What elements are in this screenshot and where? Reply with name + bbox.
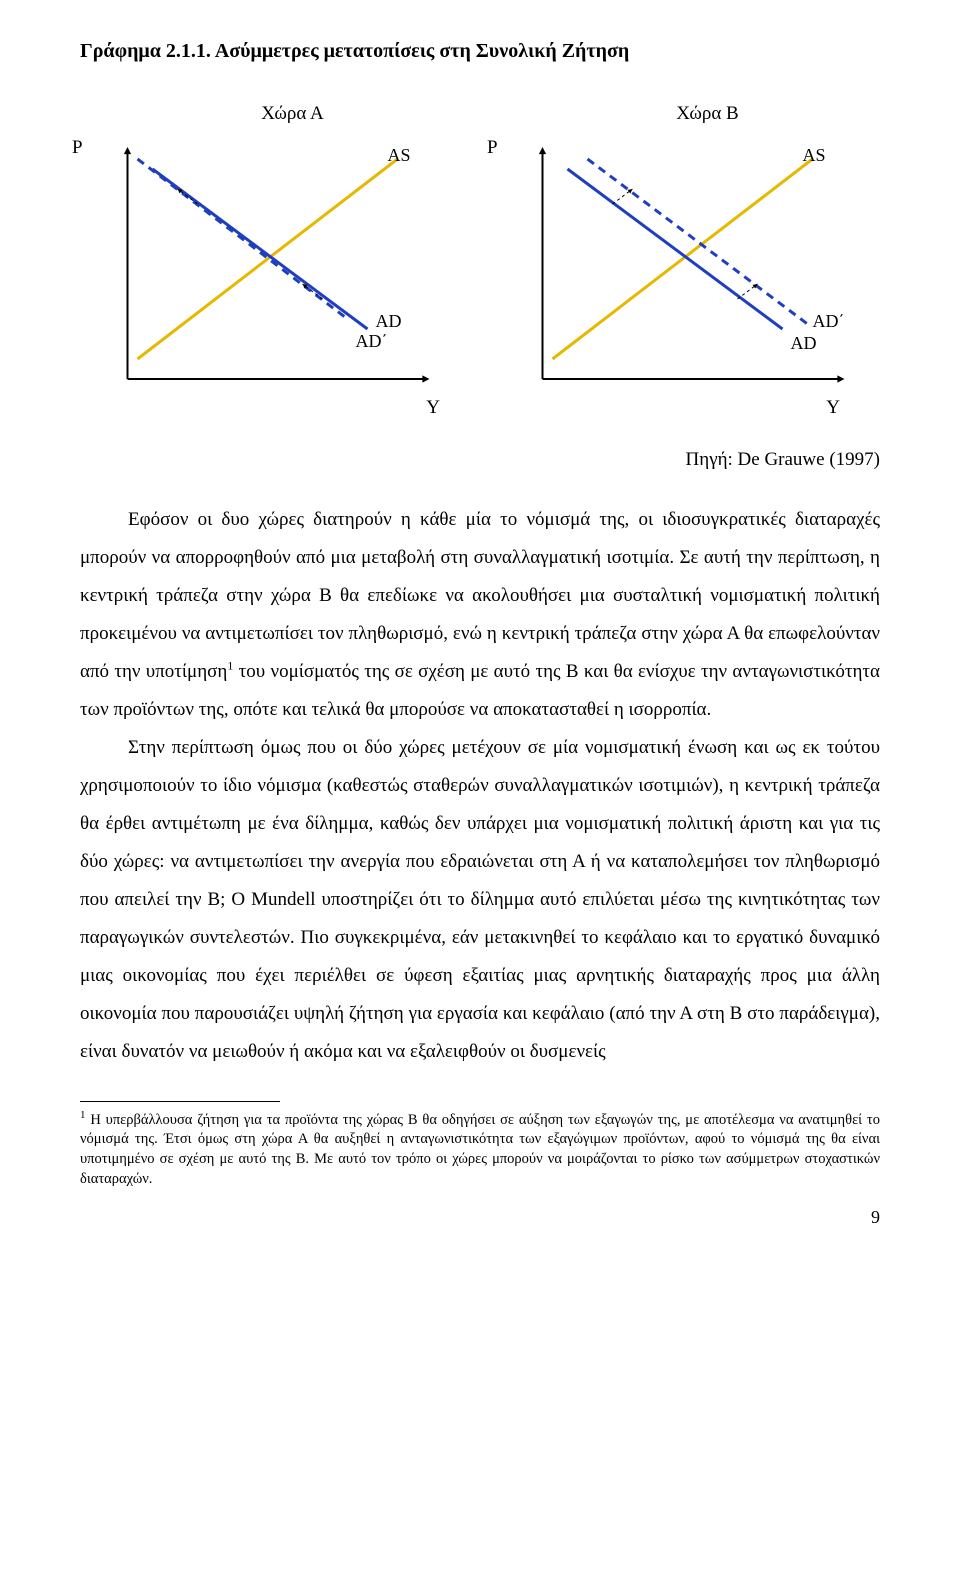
y-label-row: Y Y bbox=[80, 397, 880, 419]
source-line: Πηγή: De Grauwe (1997) bbox=[80, 449, 880, 471]
chart-a-y-label: Y bbox=[80, 397, 480, 419]
body-text: Εφόσον οι δυο χώρες διατηρούν η κάθε μία… bbox=[80, 501, 880, 1071]
chart-a-area: P ASADAD΄ bbox=[80, 129, 465, 389]
chart-b-block: Χώρα Β P ASADAD΄ bbox=[495, 103, 880, 389]
chart-a-p-label: P bbox=[72, 137, 83, 159]
footnote-1: 1 Η υπερβάλλουσα ζήτηση για τα προϊόντα … bbox=[80, 1108, 880, 1189]
chart-b-area: P ASADAD΄ bbox=[495, 129, 880, 389]
svg-text:AD΄: AD΄ bbox=[356, 331, 388, 351]
paragraph-2: Στην περίπτωση όμως που οι δύο χώρες μετ… bbox=[80, 729, 880, 1071]
chart-b-svg: AS ADAD΄ bbox=[495, 129, 880, 389]
chart-a-header: Χώρα Α bbox=[120, 103, 465, 125]
chart-a-svg: AS ADAD΄ bbox=[80, 129, 465, 389]
svg-text:AD΄: AD΄ bbox=[813, 311, 845, 331]
svg-text:AS: AS bbox=[388, 145, 411, 165]
charts-row: Χώρα Α P ASADAD΄ Χώρα Β P ASADAD΄ bbox=[80, 103, 880, 389]
page-number: 9 bbox=[80, 1207, 880, 1228]
chart-title: Γράφημα 2.1.1. Ασύμμετρες μετατοπίσεις σ… bbox=[80, 40, 880, 63]
svg-text:AD: AD bbox=[376, 311, 402, 331]
chart-a-block: Χώρα Α P ASADAD΄ bbox=[80, 103, 465, 389]
chart-b-y-label: Y bbox=[480, 397, 880, 419]
footnote-separator bbox=[80, 1101, 280, 1102]
chart-b-header: Χώρα Β bbox=[535, 103, 880, 125]
svg-text:AD: AD bbox=[791, 333, 817, 353]
paragraph-1: Εφόσον οι δυο χώρες διατηρούν η κάθε μία… bbox=[80, 501, 880, 729]
chart-b-p-label: P bbox=[487, 137, 498, 159]
svg-text:AS: AS bbox=[803, 145, 826, 165]
